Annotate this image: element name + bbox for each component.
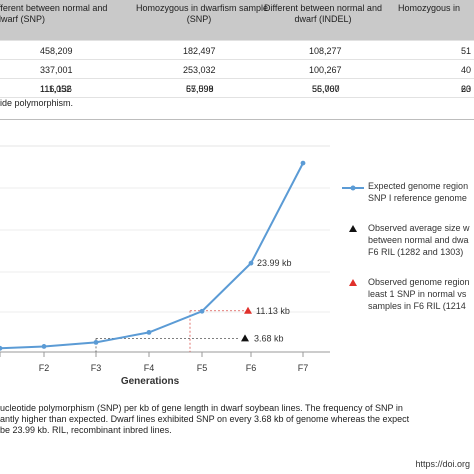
series-point — [248, 260, 254, 266]
chart-grid — [0, 187, 330, 313]
x-tick-label: F7 — [298, 363, 309, 373]
header-line: dwarf (INDEL) — [294, 14, 352, 24]
x-axis-label: Generations — [121, 376, 180, 387]
figure-caption: ucleotide polymorphism (SNP) per kb of g… — [0, 403, 474, 436]
table-cell: 337,001 — [40, 65, 73, 75]
legend-line: Observed genome region — [368, 277, 470, 287]
series-line — [0, 162, 304, 350]
header-line: (SNP) — [186, 14, 212, 24]
table-row: 458,209 182,497 108,277 51 — [0, 40, 474, 60]
caption-line: be 23.99 kb. RIL, recombinant inbred lin… — [0, 425, 172, 435]
snp-line-chart: F2 F3 F4 F5 F6 F7 3.68 kb 11.13 kb 23.99 kb Gen… — [0, 145, 330, 387]
legend-line: F6 RIL (1282 and 1303) — [368, 247, 464, 257]
x-tick-label: F3 — [91, 363, 102, 373]
table-bottom-rule — [0, 119, 474, 120]
table-header-cell: Homozygous in dwarfism sample (SNP) — [136, 3, 269, 25]
series-point — [0, 345, 3, 351]
table-footnote: ide polymorphism. — [0, 98, 74, 108]
table-header: ifferent between normal and dwarf (SNP) H… — [0, 0, 474, 40]
legend-line: least 1 SNP in normal vs — [368, 289, 467, 299]
legend-line: samples in F6 RIL (1214 — [368, 301, 466, 311]
x-tick-label: F4 — [144, 363, 155, 373]
annotation-label: 23.99 kb — [257, 258, 292, 268]
caption-line: ucleotide polymorphism (SNP) per kb of g… — [0, 403, 403, 413]
header-line: Homozygous in — [398, 3, 461, 13]
x-tick-label: F5 — [197, 363, 208, 373]
red-triangle-marker — [244, 306, 252, 314]
table-row: 111,052 57,098 56,000 20 — [0, 84, 474, 98]
table-cell: 100,267 — [309, 65, 342, 75]
table-cell: 182,497 — [183, 46, 216, 56]
legend-line: between normal and dwa — [368, 235, 469, 245]
legend-line: Expected genome region — [368, 181, 469, 191]
annotation-label: 11.13 kb — [256, 306, 290, 316]
header-line: Different between normal and — [264, 3, 382, 13]
table-cell: 55,767 — [312, 84, 340, 94]
header-line: ifferent between normal and — [0, 3, 108, 13]
x-tick-label: F2 — [39, 363, 50, 373]
chart-legend: Expected genome region SNP I reference g… — [340, 180, 474, 380]
legend-line: Observed average size w — [368, 223, 470, 233]
table-cell: 116,136 — [40, 84, 72, 94]
table-header-cell: ifferent between normal and dwarf (SNP) — [0, 3, 108, 25]
series-points — [0, 160, 306, 351]
black-triangle-marker — [241, 334, 249, 342]
legend-text: Observed average size w between normal a… — [368, 222, 470, 258]
snp-table: ifferent between normal and dwarf (SNP) H… — [0, 0, 474, 100]
table-cell: 40 — [461, 65, 472, 75]
annotation-guides — [95, 310, 245, 352]
red-triangle-icon — [349, 279, 357, 286]
black-triangle-icon — [349, 225, 357, 232]
series-point — [199, 308, 205, 314]
legend-text: Expected genome region SNP I reference g… — [368, 180, 468, 204]
table-cell: 56,000 — [312, 84, 340, 94]
table-cell: 51 — [461, 46, 472, 56]
table-row: 337,001 253,032 100,267 40 — [0, 59, 474, 79]
table-cell: 111,052 — [40, 84, 72, 94]
table-cell: 253,032 — [183, 65, 216, 75]
doi-link[interactable]: https://doi.org — [415, 459, 470, 469]
series-point — [300, 160, 306, 166]
header-line: Homozygous in dwarfism sample — [136, 3, 269, 13]
series-point — [146, 329, 152, 335]
annotations: 3.68 kb 11.13 kb 23.99 kb — [241, 258, 292, 343]
x-tick-label: F6 — [246, 363, 257, 373]
table-header-cell: Different between normal and dwarf (INDEL… — [264, 3, 382, 25]
annotation-label: 3.68 kb — [254, 333, 284, 343]
legend-text: Observed genome region least 1 SNP in no… — [368, 276, 470, 312]
table-cell: 108,277 — [309, 46, 342, 56]
legend-line-marker — [342, 185, 364, 191]
table-cell: 63 — [461, 84, 472, 94]
caption-line: antly higher than expected. Dwarf lines … — [0, 414, 410, 424]
table-cell: 57,098 — [186, 84, 214, 94]
table-cell: 65,599 — [186, 84, 214, 94]
table-row: 116,136 65,599 55,767 63 — [0, 78, 474, 98]
legend-line: SNP I reference genome — [368, 193, 467, 203]
table-header-cell: Homozygous in — [398, 3, 474, 14]
table-cell: 458,209 — [40, 46, 73, 56]
table-cell: 20 — [461, 84, 472, 94]
header-line: dwarf (SNP) — [0, 14, 46, 24]
series-point — [41, 344, 47, 349]
x-ticks: F2 F3 F4 F5 F6 F7 — [0, 352, 308, 373]
series-point — [93, 339, 99, 345]
